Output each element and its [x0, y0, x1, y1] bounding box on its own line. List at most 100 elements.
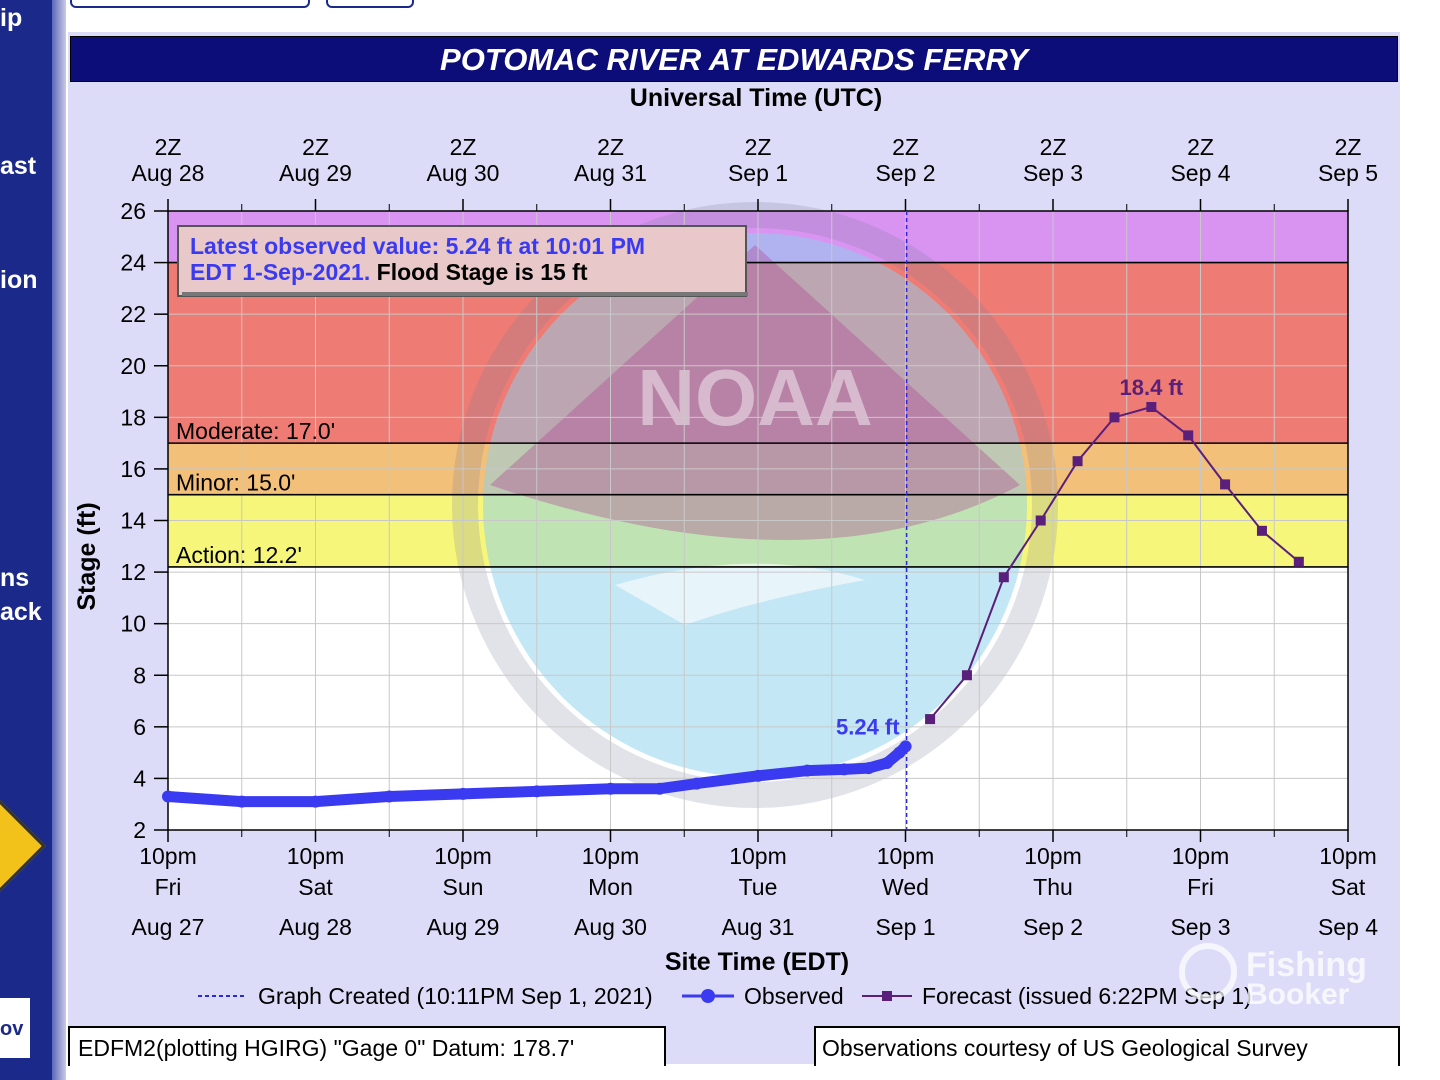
x-tick-label-date-5: Sep 1 [875, 914, 935, 940]
threshold-label-1: Minor: 15.0' [176, 470, 295, 496]
legend-observed-label: Observed [744, 983, 844, 1009]
x-tick-label-date-3: Aug 30 [574, 914, 647, 940]
credit-footer: Observations courtesy of US Geological S… [814, 1026, 1400, 1066]
top-tick-label-date-1: Aug 29 [279, 160, 352, 186]
threshold-label-0: Moderate: 17.0' [176, 418, 335, 444]
sidebar-item-1[interactable]: ip [0, 4, 23, 32]
top-tick-label-date-6: Sep 3 [1023, 160, 1083, 186]
y-tick-label-6: 14 [120, 508, 146, 534]
info-box-line1: Latest observed value: 5.24 ft at 10:01 … [190, 233, 645, 259]
x-tick-label-day-7: Fri [1187, 874, 1214, 900]
sidebar-edge [52, 0, 66, 1080]
noaa-seal-ring [452, 202, 1058, 808]
info-box-line2: EDT 1-Sep-2021. Flood Stage is 15 ft [190, 259, 588, 285]
forecast-point-4 [1072, 456, 1083, 467]
forecast-point-2 [998, 572, 1009, 583]
chart-title: POTOMAC RIVER AT EDWARDS FERRY [70, 36, 1398, 82]
annotation-1: 18.4 ft [1120, 375, 1184, 400]
x-tick-label-time-7: 10pm [1172, 843, 1230, 869]
x-tick-label-day-2: Sun [443, 874, 484, 900]
fishing-booker-word-1: Fishing [1246, 946, 1367, 984]
observed-point-2 [309, 795, 322, 808]
x-tick-label-date-7: Sep 3 [1170, 914, 1230, 940]
x-tick-label-day-1: Sat [298, 874, 333, 900]
y-tick-label-9: 20 [120, 353, 146, 379]
x-tick-label-date-2: Aug 29 [427, 914, 500, 940]
x-tick-label-date-1: Aug 28 [279, 914, 352, 940]
top-tick-label-hour-7: 2Z [1187, 134, 1214, 160]
forecast-point-3 [1035, 515, 1046, 526]
top-tick-label-hour-5: 2Z [892, 134, 919, 160]
x-tick-label-day-8: Sat [1331, 874, 1366, 900]
y-axis-title: Stage (ft) [73, 502, 101, 610]
partner-logo-text: ov [0, 1018, 24, 1040]
x-axis-title: Site Time (EDT) [665, 948, 849, 976]
x-tick-label-day-5: Wed [882, 874, 929, 900]
datum-footer: EDFM2(plotting HGIRG) "Gage 0" Datum: 17… [68, 1026, 666, 1066]
observed-point-1 [235, 795, 248, 808]
top-tick-label-date-4: Sep 1 [728, 160, 788, 186]
forecast-point-0 [925, 714, 936, 725]
x-tick-label-date-0: Aug 27 [132, 914, 205, 940]
observed-point-10 [801, 764, 814, 777]
legend-created-label: Graph Created (10:11PM Sep 1, 2021) [258, 983, 653, 1009]
x-tick-label-day-3: Mon [588, 874, 633, 900]
noaa-watermark: NOAA [452, 202, 1058, 808]
fishing-booker-word-2: Booker [1246, 978, 1350, 1011]
sidebar-item-4[interactable]: ns [0, 564, 30, 592]
sidebar-item-3[interactable]: ion [0, 266, 38, 294]
top-tick-label-hour-4: 2Z [745, 134, 772, 160]
top-tab-button-2[interactable] [326, 0, 414, 8]
observed-point-4 [457, 787, 469, 800]
x-tick-label-time-8: 10pm [1319, 843, 1377, 869]
info-box-shadow [182, 292, 748, 296]
x-tick-label-date-4: Aug 31 [722, 914, 795, 940]
y-tick-label-10: 22 [120, 301, 146, 327]
y-tick-label-0: 2 [133, 817, 146, 843]
noaa-watermark-text: NOAA [637, 353, 873, 442]
partner-logo[interactable] [0, 998, 30, 1058]
top-axis-title: Universal Time (UTC) [629, 84, 883, 112]
x-tick-label-date-8: Sep 4 [1318, 914, 1378, 940]
sidebar-nav: ip ast ion ns ack ov [0, 0, 52, 1080]
x-tick-label-day-4: Tue [739, 874, 778, 900]
y-tick-label-8: 18 [120, 404, 146, 430]
top-tab-button-1[interactable] [70, 0, 310, 8]
noaa-seal-disc [483, 233, 1027, 777]
noaa-seal-wing [490, 245, 1020, 540]
info-box-date: EDT 1-Sep-2021. [190, 259, 377, 285]
observed-point-0 [162, 790, 174, 803]
legend-observed-marker [701, 989, 715, 1003]
threshold-lines: Moderate: 17.0' Minor: 15.0' Action: 12.2' [168, 261, 1348, 568]
sidebar-item-2[interactable]: ast [0, 152, 37, 180]
y-tick-label-11: 24 [120, 250, 146, 276]
observed-point-5 [530, 785, 543, 798]
forecast-point-9 [1256, 525, 1267, 536]
y-tick-label-3: 8 [133, 662, 146, 688]
forecast-point-10 [1293, 556, 1304, 567]
observed-point-7 [653, 782, 666, 795]
info-box: Latest observed value: 5.24 ft at 10:01 … [177, 225, 748, 297]
x-tick-label-time-3: 10pm [582, 843, 640, 869]
info-box-flood-stage: Flood Stage is 15 ft [377, 259, 588, 285]
observed-series-line [162, 740, 912, 808]
observed-point-3 [383, 790, 396, 803]
x-tick-label-time-1: 10pm [287, 843, 345, 869]
observed-point-8 [690, 777, 703, 790]
x-tick-label-time-0: 10pm [139, 843, 197, 869]
top-tick-label-date-7: Sep 4 [1170, 160, 1230, 186]
series [162, 211, 1304, 830]
top-tick-label-hour-2: 2Z [450, 134, 477, 160]
y-tick-label-1: 4 [133, 765, 146, 791]
y-tick-label-7: 16 [120, 456, 146, 482]
y-tick-label-2: 6 [133, 714, 146, 740]
annotation-0: 5.24 ft [836, 714, 900, 739]
forecast-point-5 [1109, 412, 1120, 423]
info-box-frame [177, 225, 747, 297]
sidebar-item-5[interactable]: ack [0, 598, 42, 626]
observed-point-6 [604, 782, 617, 795]
annotations: 5.24 ft 18.4 ft [836, 375, 1184, 739]
legend: Graph Created (10:11PM Sep 1, 2021) Obser… [198, 983, 1252, 1009]
